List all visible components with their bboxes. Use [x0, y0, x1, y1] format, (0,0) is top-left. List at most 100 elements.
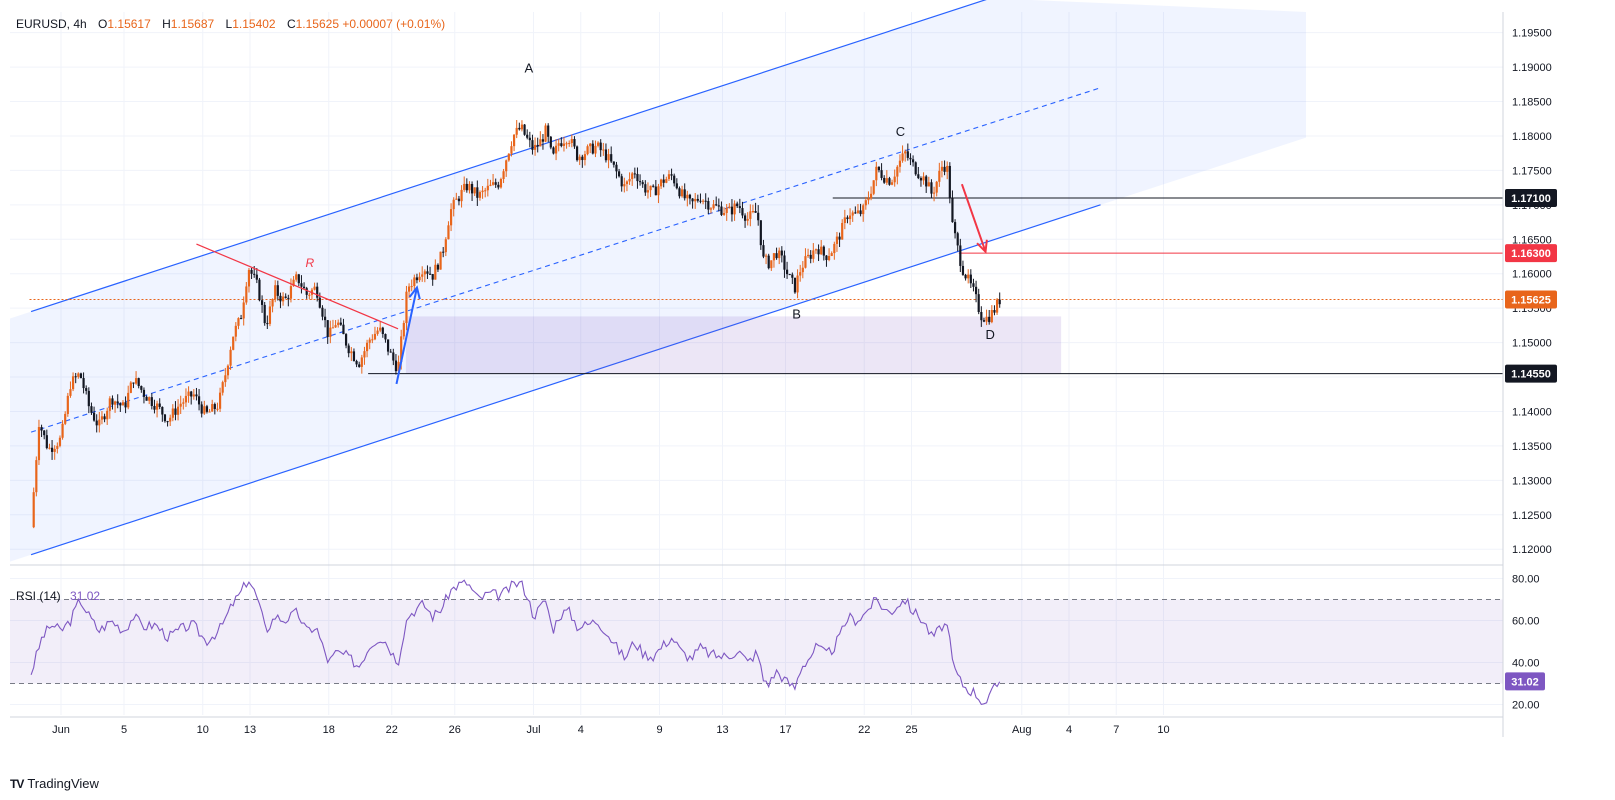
- price-badge: [1505, 188, 1557, 207]
- candle-body: [497, 184, 500, 188]
- candle-body: [814, 249, 818, 251]
- candle-body: [896, 166, 899, 177]
- candle-body: [428, 273, 432, 275]
- candle-body: [61, 423, 64, 438]
- candle-body: [699, 200, 702, 202]
- candle-body: [119, 403, 122, 406]
- candle-body: [491, 182, 495, 185]
- candle-body: [85, 388, 88, 391]
- candle-body: [925, 176, 928, 187]
- candle-body: [381, 327, 384, 335]
- legend-header: EURUSD, 4h O1.15617 H1.15687 L1.15402 C1…: [16, 17, 446, 31]
- candle-body: [35, 460, 38, 493]
- candle-body: [675, 183, 678, 189]
- candle-body: [665, 179, 668, 183]
- price-tick-label: 1.19500: [1512, 28, 1552, 40]
- candle-body: [40, 427, 43, 431]
- drawings[interactable]: [196, 183, 988, 385]
- candle-body: [281, 296, 285, 302]
- wave-label-d: D: [986, 327, 995, 342]
- candle-body: [982, 320, 986, 322]
- candle-body: [644, 184, 647, 193]
- wave-label-c: C: [896, 124, 905, 139]
- candle-body: [570, 139, 573, 143]
- candle-body: [946, 165, 949, 172]
- candle-body: [531, 140, 534, 150]
- candle-body: [284, 296, 287, 298]
- candle-body: [326, 320, 329, 337]
- candle-body: [778, 250, 781, 259]
- candle-body: [192, 394, 195, 397]
- candle-body: [145, 396, 148, 401]
- bearish-arrow-head: [976, 239, 988, 254]
- candle-body: [121, 402, 125, 406]
- candle-body: [98, 419, 101, 426]
- time-tick-label: Jul: [526, 724, 540, 736]
- candle-body: [111, 398, 114, 405]
- candle-body: [846, 217, 849, 220]
- candle-body: [413, 277, 416, 287]
- timeframe-label[interactable]: 4h: [73, 17, 87, 31]
- candle-body: [155, 403, 159, 410]
- candle-body: [770, 260, 773, 269]
- candle-body: [66, 395, 69, 414]
- time-tick-label: Aug: [1012, 724, 1032, 736]
- candle-body: [646, 190, 650, 193]
- candle-body: [851, 212, 854, 216]
- candle-body: [549, 136, 552, 148]
- candle-body: [137, 378, 140, 387]
- candle-body: [205, 406, 209, 412]
- candle-body: [90, 406, 93, 413]
- candle-body: [389, 351, 392, 353]
- open-key: O: [98, 17, 108, 31]
- candle-body: [767, 255, 770, 269]
- close-key: C: [286, 17, 296, 31]
- candle-body: [166, 421, 169, 423]
- candle-body: [74, 376, 77, 378]
- candle-body: [431, 274, 434, 280]
- candle-body: [347, 345, 350, 354]
- rsi-label[interactable]: RSI (14): [16, 589, 61, 603]
- low-key: L: [225, 17, 233, 31]
- candle-body: [363, 351, 366, 358]
- candle-body: [951, 198, 954, 223]
- candle-body: [148, 397, 151, 401]
- candle-body: [980, 312, 983, 321]
- candle-body: [877, 166, 881, 171]
- candle-body: [208, 411, 211, 413]
- candle-body: [161, 406, 164, 415]
- candle-body: [691, 198, 694, 202]
- candle-body: [510, 146, 513, 154]
- candle-body: [190, 391, 193, 397]
- candle-body: [688, 194, 692, 199]
- candle-body: [867, 198, 870, 201]
- candle-body: [384, 334, 387, 340]
- candle-body: [486, 185, 489, 191]
- breakout-arrow: [395, 287, 418, 385]
- candle-body: [785, 269, 789, 275]
- candle-body: [680, 189, 684, 197]
- candle-body: [169, 417, 172, 422]
- tradingview-brand[interactable]: TV TradingView: [10, 776, 99, 791]
- candle-body: [602, 149, 605, 151]
- price-tick-label: 1.16000: [1512, 269, 1552, 281]
- time-tick-label: 13: [244, 724, 256, 736]
- candle-body: [163, 414, 167, 422]
- candle-body: [295, 274, 298, 280]
- rsi-band-fill: [10, 599, 1503, 684]
- candle-body: [468, 183, 471, 191]
- candle-body: [473, 187, 476, 194]
- candle-body: [344, 334, 348, 346]
- candle-body: [872, 180, 875, 194]
- candle-body: [447, 225, 450, 240]
- ascending-channel[interactable]: [10, 0, 1306, 562]
- candle-body: [757, 212, 760, 221]
- symbol-label[interactable]: EURUSD: [16, 17, 67, 31]
- demand-zone-rect: [405, 316, 1062, 374]
- candle-body: [442, 251, 445, 253]
- candle-body: [738, 206, 741, 209]
- candle-body: [859, 210, 862, 215]
- demand-zone[interactable]: [405, 316, 1062, 374]
- candle-body: [386, 339, 390, 352]
